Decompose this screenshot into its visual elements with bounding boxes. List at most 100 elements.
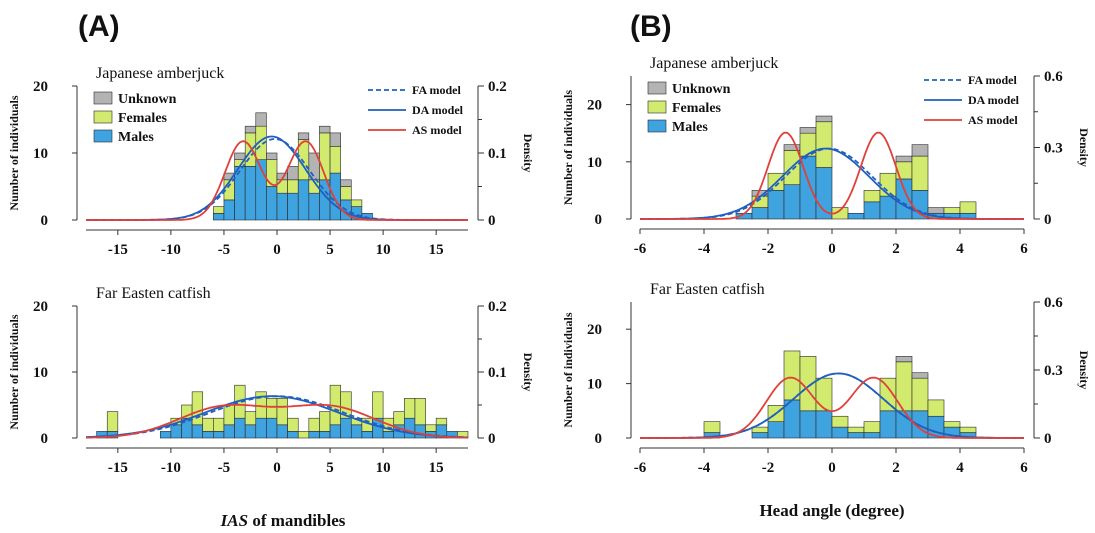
histogram-bar-males xyxy=(751,207,769,220)
y-tick-label: 0 xyxy=(595,431,603,447)
as-model-curve xyxy=(85,403,469,439)
y-tick-label: 20 xyxy=(587,98,602,114)
y2-axis-label: Density xyxy=(521,134,535,173)
histogram-bar-unknown xyxy=(297,132,310,140)
histogram-bar-females xyxy=(783,350,801,401)
panel-label-a: (A) xyxy=(78,10,120,43)
histogram-bar-males xyxy=(170,424,182,439)
histogram-bar-males xyxy=(266,417,278,439)
histogram-bar-unknown xyxy=(927,207,945,214)
y2-tick-label: 0 xyxy=(488,431,496,447)
histogram-bar-males xyxy=(308,431,320,439)
histogram-bar-males xyxy=(783,184,801,220)
chart-title: Far Easten catfish xyxy=(650,281,765,298)
histogram-bar-unknown xyxy=(266,152,278,160)
histogram-bar-males xyxy=(329,424,341,439)
histogram-bar-males xyxy=(234,417,246,439)
histogram-bar-males xyxy=(297,179,310,221)
x-axis-label-a: IAS of mandibles xyxy=(220,511,346,530)
x-tick-label: 0 xyxy=(828,241,836,257)
y-tick-label: 10 xyxy=(33,365,48,381)
histogram-bar-females xyxy=(943,421,961,428)
legend-swatch-males xyxy=(93,129,113,143)
legend-label-fa-model: FA model xyxy=(968,73,1017,87)
histogram-bar-females xyxy=(404,398,416,419)
histogram-bar-males xyxy=(287,192,299,221)
histogram-bar-males xyxy=(863,201,881,220)
histogram-bar-females xyxy=(425,424,437,432)
histogram-bar-females xyxy=(319,411,331,432)
y-tick-label: 10 xyxy=(33,146,48,162)
y2-tick-label: 0.6 xyxy=(1044,69,1063,85)
legend-label-da-model: DA model xyxy=(412,103,464,117)
histogram-bar-males xyxy=(329,172,341,221)
chart-title: Japanese amberjuck xyxy=(96,65,224,82)
histogram-bar-females xyxy=(435,417,448,426)
histogram-bar-unknown xyxy=(234,152,246,160)
histogram-bar-unknown xyxy=(244,125,257,134)
histogram-bar-females xyxy=(266,398,278,419)
legend-swatch-females xyxy=(647,100,667,114)
x-tick-label: 10 xyxy=(376,242,391,258)
x-tick-label: 10 xyxy=(376,460,391,476)
x-tick-label: 6 xyxy=(1020,460,1028,476)
chart-title: Japanese amberjuck xyxy=(650,55,778,72)
histogram-bar-females xyxy=(393,411,405,426)
histogram-bar-females xyxy=(703,421,721,433)
histogram-bar-females xyxy=(276,179,288,194)
histogram-bar-males xyxy=(879,410,897,439)
histogram-bar-males xyxy=(276,192,288,221)
x-tick-label: -6 xyxy=(634,460,647,476)
histogram-bar-males xyxy=(202,431,214,439)
y2-tick-label: 0.6 xyxy=(1044,295,1063,311)
x-tick-label: -15 xyxy=(108,460,128,476)
x-tick-label: -5 xyxy=(218,460,231,476)
legend-label-as-model: AS model xyxy=(968,113,1018,127)
legend-label-as-model: AS model xyxy=(412,123,462,137)
x-axis-label-b: Head angle (degree) xyxy=(759,501,904,520)
histogram-bar-males xyxy=(244,166,257,221)
y2-tick-label: 0.2 xyxy=(488,299,507,315)
y-tick-label: 10 xyxy=(587,377,602,393)
histogram-bar-females xyxy=(911,155,929,191)
x-tick-label: 5 xyxy=(326,242,334,258)
histogram-bar-unknown xyxy=(911,372,929,379)
y2-axis-label: Density xyxy=(1077,351,1091,390)
y2-tick-label: 0 xyxy=(1044,431,1052,447)
x-tick-label: 2 xyxy=(892,460,900,476)
histogram-bar-males xyxy=(276,424,288,439)
y2-tick-label: 0.1 xyxy=(488,365,507,381)
histogram-bar-females xyxy=(847,426,865,433)
histogram-bar-males xyxy=(234,166,246,221)
histogram-bar-males xyxy=(767,421,785,439)
y-tick-label: 0 xyxy=(41,213,49,229)
chart-a-japanese-amberjuck: -15 -10 -5 0 5 10 15 0 10 20 0 0.1 0.2 Number of indi… xyxy=(7,65,535,258)
y2-tick-label: 0.2 xyxy=(488,79,507,95)
y-tick-label: 0 xyxy=(595,212,603,228)
y-tick-label: 20 xyxy=(33,79,48,95)
chart-title: Far Easten catfish xyxy=(96,285,211,302)
histogram-bar-males xyxy=(414,424,426,439)
histogram-bar-females xyxy=(266,159,278,187)
histogram-bar-males xyxy=(847,212,865,220)
histogram-bar-males xyxy=(223,199,235,221)
histogram-bar-females xyxy=(223,404,235,426)
histogram-bar-males xyxy=(223,424,235,439)
histogram-bar-females xyxy=(751,426,769,433)
legend-label-unknown: Unknown xyxy=(672,82,731,97)
legend-label-unknown: Unknown xyxy=(118,92,177,107)
histogram-bar-females xyxy=(863,421,881,433)
y2-tick-label: 0 xyxy=(1044,212,1052,228)
histogram-bar-males xyxy=(213,431,225,439)
y2-tick-label: 0.3 xyxy=(1044,363,1063,379)
histogram-bar-females xyxy=(879,172,897,197)
x-tick-label: 4 xyxy=(956,241,964,257)
legend-label-females: Females xyxy=(672,101,722,116)
histogram-bar-males xyxy=(340,417,352,439)
x-tick-label: 15 xyxy=(429,460,444,476)
histogram-bar-females xyxy=(350,199,363,207)
legend-swatch-males xyxy=(647,119,667,133)
as-model-curve xyxy=(640,131,1024,220)
